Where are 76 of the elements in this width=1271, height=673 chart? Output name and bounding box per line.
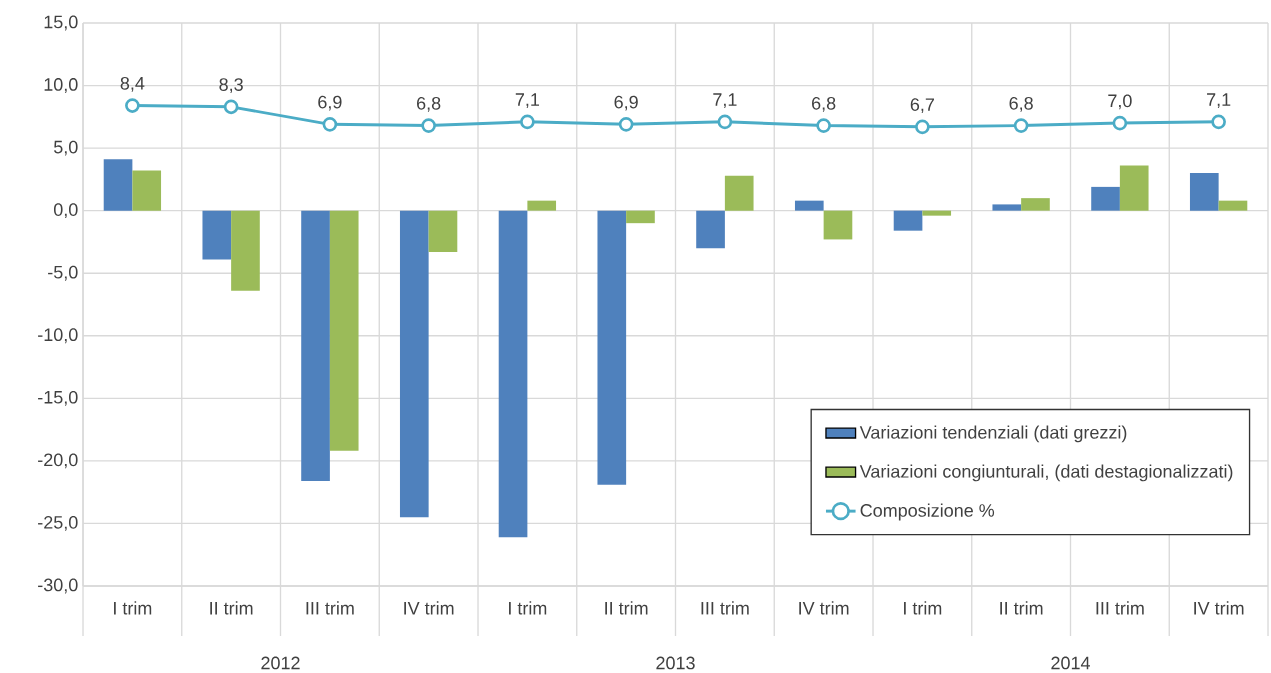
x-tick-label: IV trim [1194,601,1244,615]
data-label: 7,1 [1207,93,1231,109]
bar [1021,198,1050,211]
data-label: 6,9 [614,95,638,111]
bar [724,175,754,211]
data-label: 8,3 [219,78,243,94]
bar [329,210,359,451]
legend-label: Composizione % [860,503,995,521]
x-tick-label: I trim [509,601,547,615]
point [915,119,930,135]
text: 2013 [656,656,695,670]
bar [696,210,725,249]
data-label: 8,4 [120,76,145,92]
data-label: 6,8 [417,96,441,112]
bar [428,210,458,252]
bar [103,159,133,211]
x-tick-label: I trim [114,601,152,615]
point [618,116,634,132]
y-tick-label: -20,0 [38,453,78,469]
bar [893,210,923,231]
bar [301,210,330,481]
legend-label: Variazioni tendenziali (dati grezzi) [859,425,1127,443]
y-tick-label: -30,0 [38,578,78,594]
x-tick-label: IV trim [799,601,849,615]
bar [202,210,232,260]
y-tick-label: -10,0 [38,328,78,344]
text: 2014 [1051,656,1090,670]
x-tick-label: I trim [904,601,942,615]
legend-label: Variazioni congiunturali, (dati destagionalizzati) [859,464,1233,482]
bar [823,210,853,240]
point [717,114,733,130]
point [520,114,535,130]
y-tick-label: 15,0 [44,15,78,31]
data-label: 7,0 [1108,94,1132,110]
bar [399,210,429,518]
y-tick-label: -5,0 [48,265,78,281]
x-tick-label: II trim [605,601,648,615]
bar [1119,165,1149,211]
x-tick-label: II trim [210,601,253,615]
x-tick-label: II trim [1000,601,1043,615]
bar [992,204,1022,211]
bar [132,170,162,211]
data-label: 6,9 [318,95,342,111]
x-tick-label: IV trim [404,601,454,615]
bar [1189,173,1219,211]
point [125,98,140,113]
point [421,118,436,133]
x-tick-label: III trim [701,601,749,615]
bar [498,210,528,538]
point [322,116,338,132]
bar [626,210,655,224]
y-tick-label: -25,0 [38,516,78,531]
data-label: 6,8 [812,96,836,112]
y-tick-label: -15,0 [38,390,78,406]
point [223,99,239,115]
point [1211,114,1226,130]
bar [527,200,557,211]
data-label: 6,8 [1009,96,1033,112]
bar [597,210,627,485]
bar [1091,186,1120,211]
bar [794,200,824,211]
bar [922,210,952,216]
point [1112,115,1128,131]
point [1013,118,1029,133]
y-tick-label: 0,0 [53,203,78,219]
text: 2012 [261,656,300,670]
data-label: 6,7 [910,98,934,114]
bar [1218,200,1248,211]
point [816,118,831,133]
y-tick-label: 10,0 [44,78,78,93]
y-tick-label: 5,0 [53,140,78,156]
data-label: 7,1 [515,93,540,109]
data-label: 7,1 [713,93,737,109]
x-tick-label: III trim [1096,601,1144,615]
bar [231,210,260,291]
x-tick-label: III trim [306,601,354,615]
